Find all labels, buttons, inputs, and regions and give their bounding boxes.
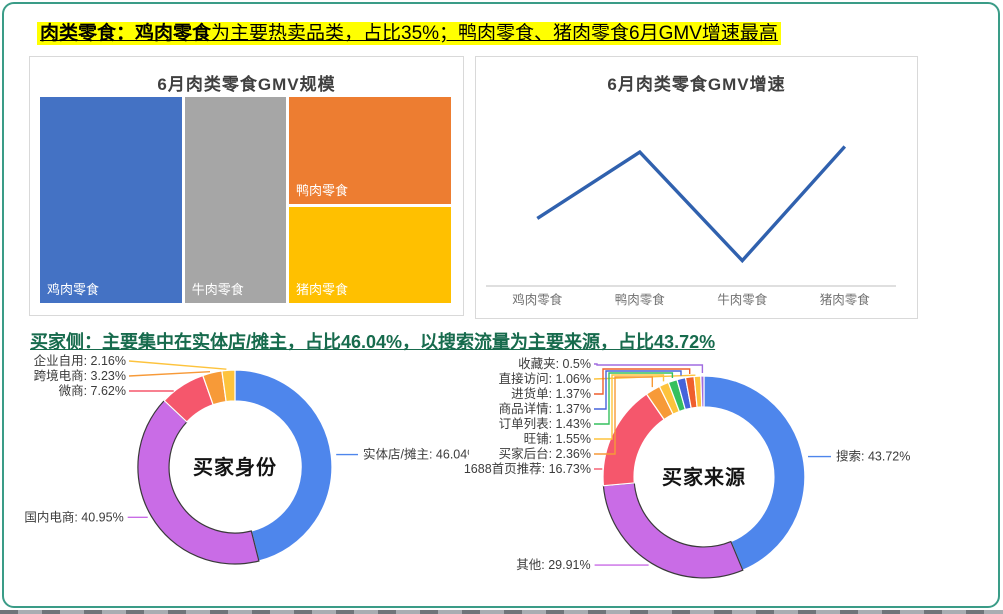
treemap-cell: 鸭肉零食 <box>289 97 451 204</box>
donut-label: 国内电商: 40.95% <box>24 509 123 524</box>
x-axis-label: 鸡肉零食 <box>512 292 563 307</box>
bottom-edge-strip <box>0 610 1003 614</box>
donut-label: 实体店/摊主: 46.04% <box>363 447 469 462</box>
donut-label: 订单列表: 1.43% <box>499 417 591 431</box>
donut-label: 旺铺: 1.55% <box>524 432 591 446</box>
headline-rest-text: 为主要热卖品类，占比35%；鸭肉零食、猪肉零食6月GMV增速最高 <box>211 23 778 44</box>
line-chart-title: 6月肉类零食GMV增速 <box>607 75 786 94</box>
donut-segment <box>137 399 260 565</box>
x-axis-label: 鸭肉零食 <box>615 292 666 307</box>
treemap-cell-label: 鸡肉零食 <box>47 282 100 297</box>
donut-label: 买家后台: 2.36% <box>499 446 591 461</box>
treemap-column: 鸭肉零食 猪肉零食 <box>289 97 451 303</box>
treemap-cell: 猪肉零食 <box>289 206 451 303</box>
donut-leader-line <box>594 374 665 440</box>
donut-leader-line <box>594 376 654 455</box>
donut-segment <box>221 369 236 403</box>
donut-label: 其他: 29.91% <box>516 558 590 572</box>
donut-label: 直接访问: 1.06% <box>499 371 591 386</box>
donut-label: 搜索: 43.72% <box>836 449 910 464</box>
donut-center-label: 买家身份 <box>193 455 277 479</box>
donut-identity: 买家身份 实体店/摊主: 46.04% 国内电商: 40.95% 企业自用: 2.16… <box>24 353 469 565</box>
treemap-title: 6月肉类零食GMV规模 <box>157 75 336 94</box>
donut-source: 买家来源 搜索: 43.72% 其他: 29.91% 收藏夹: 0.5%直接访问: 1… <box>464 357 910 579</box>
donut-label: 1688首页推荐: 16.73% <box>464 462 591 476</box>
headline-buyer-side: 买家侧：主要集中在实体店/摊主，占比46.04%，以搜索流量为主要来源，占比43… <box>30 332 716 352</box>
donut-label: 微商: 7.62% <box>59 383 126 398</box>
donut-leader-line <box>128 371 211 377</box>
card-gmv-scale: 6月肉类零食GMV规模 鸡肉零食 牛肉零食 鸭肉零食猪肉零食 <box>29 56 464 316</box>
donut-leader-line <box>594 363 704 373</box>
line-chart: 鸡肉零食 鸭肉零食 牛肉零食 猪肉零食 <box>486 145 896 307</box>
headline-highlight: 肉类零食：鸡肉零食为主要热卖品类，占比35%；鸭肉零食、猪肉零食6月GMV增速最… <box>37 22 781 45</box>
donut-label: 企业自用: 2.16% <box>34 353 126 368</box>
treemap-cell-label: 猪肉零食 <box>296 282 349 297</box>
donut-label: 进货单: 1.37% <box>511 386 591 401</box>
headline-bold-text: 肉类零食：鸡肉零食 <box>40 23 212 44</box>
donut-leader-line <box>594 372 674 425</box>
treemap: 鸡肉零食 牛肉零食 鸭肉零食猪肉零食 <box>40 97 451 303</box>
donut-label: 商品详情: 1.37% <box>499 401 591 416</box>
x-axis-label: 牛肉零食 <box>717 292 768 307</box>
donut-center-label: 买家来源 <box>662 465 746 489</box>
donut-segment <box>700 375 705 408</box>
line-series <box>536 145 847 264</box>
donut-leader-line <box>128 360 227 370</box>
treemap-cell-label: 鸭肉零食 <box>296 182 349 198</box>
donut-segment <box>234 369 333 562</box>
treemap-cell-label: 牛肉零食 <box>191 282 244 297</box>
x-axis-label: 猪肉零食 <box>820 292 871 307</box>
donut-leader-line <box>594 368 691 395</box>
donut-label: 收藏夹: 0.5% <box>518 357 591 371</box>
donut-segment <box>602 482 744 579</box>
donut-leader-line <box>594 370 682 410</box>
card-gmv-growth: 6月肉类零食GMV增速 鸡肉零食 鸭肉零食 牛肉零食 猪肉零食 <box>475 56 918 319</box>
donut-segment <box>703 375 806 571</box>
donut-label: 跨境电商: 3.23% <box>34 368 126 383</box>
treemap-cell: 牛肉零食 <box>184 97 286 303</box>
headline-meat-snacks: 肉类零食：鸡肉零食为主要热卖品类，占比35%；鸭肉零食、猪肉零食6月GMV增速最… <box>37 20 781 47</box>
treemap-cell: 鸡肉零食 <box>40 97 182 303</box>
